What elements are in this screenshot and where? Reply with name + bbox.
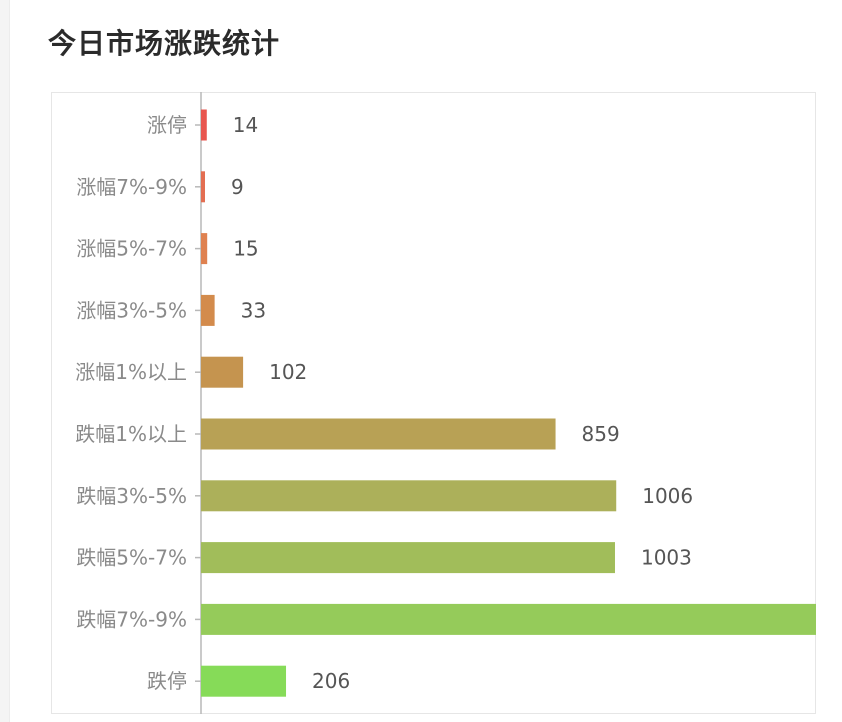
- y-tick-label: 跌幅7%-9%: [76, 607, 187, 631]
- bar[interactable]: [201, 233, 208, 265]
- y-tick-label: 涨幅5%-7%: [76, 237, 187, 261]
- bar-value-label: 1003: [641, 546, 692, 570]
- bar[interactable]: [201, 603, 816, 635]
- plot-frame: [51, 92, 816, 714]
- bar[interactable]: [201, 356, 244, 388]
- bar-value-label: 102: [269, 360, 307, 384]
- bar-value-label: 9: [231, 175, 244, 199]
- y-tick-label: 跌幅5%-7%: [76, 546, 187, 570]
- chart-title: 今日市场涨跌统计: [48, 27, 281, 60]
- bar-value-label: 15: [233, 237, 258, 261]
- bar[interactable]: [201, 480, 617, 512]
- y-tick-label: 涨停: [147, 113, 187, 137]
- bar[interactable]: [201, 542, 615, 574]
- bar-value-label: 206: [312, 669, 350, 693]
- y-tick-label: 跌停: [147, 669, 187, 693]
- bar[interactable]: [201, 665, 287, 697]
- bar-value-label: 33: [241, 298, 266, 322]
- left-edge-strip: [0, 0, 10, 722]
- y-tick-label: 涨幅7%-9%: [76, 175, 187, 199]
- y-tick-label: 涨幅3%-5%: [76, 298, 187, 322]
- bar[interactable]: [201, 418, 556, 450]
- y-tick-label: 涨幅1%以上: [75, 360, 187, 384]
- bar-value-label: 1006: [642, 484, 693, 508]
- bar[interactable]: [201, 109, 207, 141]
- bar-value-label: 14: [233, 113, 258, 137]
- bar[interactable]: [201, 294, 215, 326]
- y-tick-label: 跌幅1%以上: [75, 422, 187, 446]
- bar-value-label: 859: [582, 422, 620, 446]
- chart-card: [10, 0, 842, 722]
- y-tick-label: 跌幅3%-5%: [76, 484, 187, 508]
- bars-layer: 涨停 14 涨幅7%-9% 9 涨幅5%-7% 15 涨幅3%-5% 33 涨幅1%以上 102 跌…: [75, 109, 816, 697]
- bar[interactable]: [201, 171, 205, 203]
